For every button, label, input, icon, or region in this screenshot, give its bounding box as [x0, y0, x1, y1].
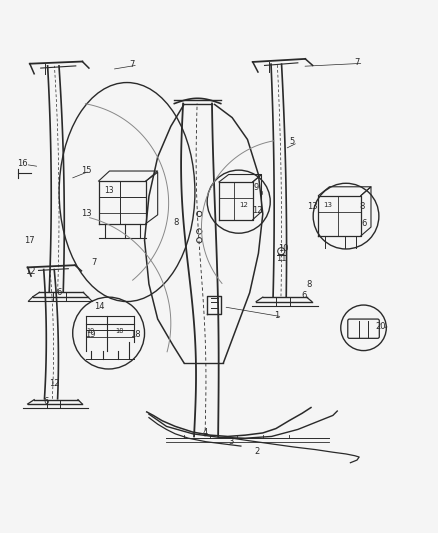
Text: 1: 1: [274, 311, 279, 320]
Text: 7: 7: [91, 257, 96, 266]
Text: 19: 19: [85, 330, 96, 339]
Text: 12: 12: [49, 379, 60, 389]
Text: 6: 6: [56, 288, 61, 297]
Text: 12: 12: [240, 203, 248, 208]
Text: 6: 6: [361, 219, 367, 228]
Text: 7: 7: [355, 58, 360, 67]
Text: 5: 5: [289, 137, 294, 146]
Text: 19: 19: [86, 328, 95, 334]
Text: 11: 11: [276, 254, 286, 263]
Text: 12: 12: [25, 267, 36, 276]
Text: 18: 18: [115, 328, 124, 334]
Text: 13: 13: [104, 186, 113, 195]
Text: 15: 15: [81, 166, 92, 175]
Text: 14: 14: [94, 302, 105, 311]
Text: 18: 18: [131, 330, 141, 339]
Text: 3: 3: [229, 437, 234, 446]
Text: 4: 4: [202, 427, 208, 437]
Text: 9: 9: [253, 183, 258, 192]
Text: 17: 17: [24, 236, 35, 245]
Text: 6: 6: [44, 397, 49, 406]
Text: 6: 6: [301, 291, 307, 300]
Text: 8: 8: [307, 279, 312, 288]
Text: 13: 13: [323, 203, 332, 208]
Text: 12: 12: [252, 206, 262, 215]
Text: 8: 8: [359, 203, 364, 212]
Text: 10: 10: [278, 245, 289, 254]
Text: 13: 13: [307, 203, 317, 212]
Text: 8: 8: [173, 218, 178, 227]
Text: 16: 16: [17, 159, 27, 168]
Text: 7: 7: [129, 60, 134, 69]
Text: 2: 2: [254, 447, 259, 456]
Text: 20: 20: [376, 321, 386, 330]
Text: 13: 13: [81, 209, 92, 219]
